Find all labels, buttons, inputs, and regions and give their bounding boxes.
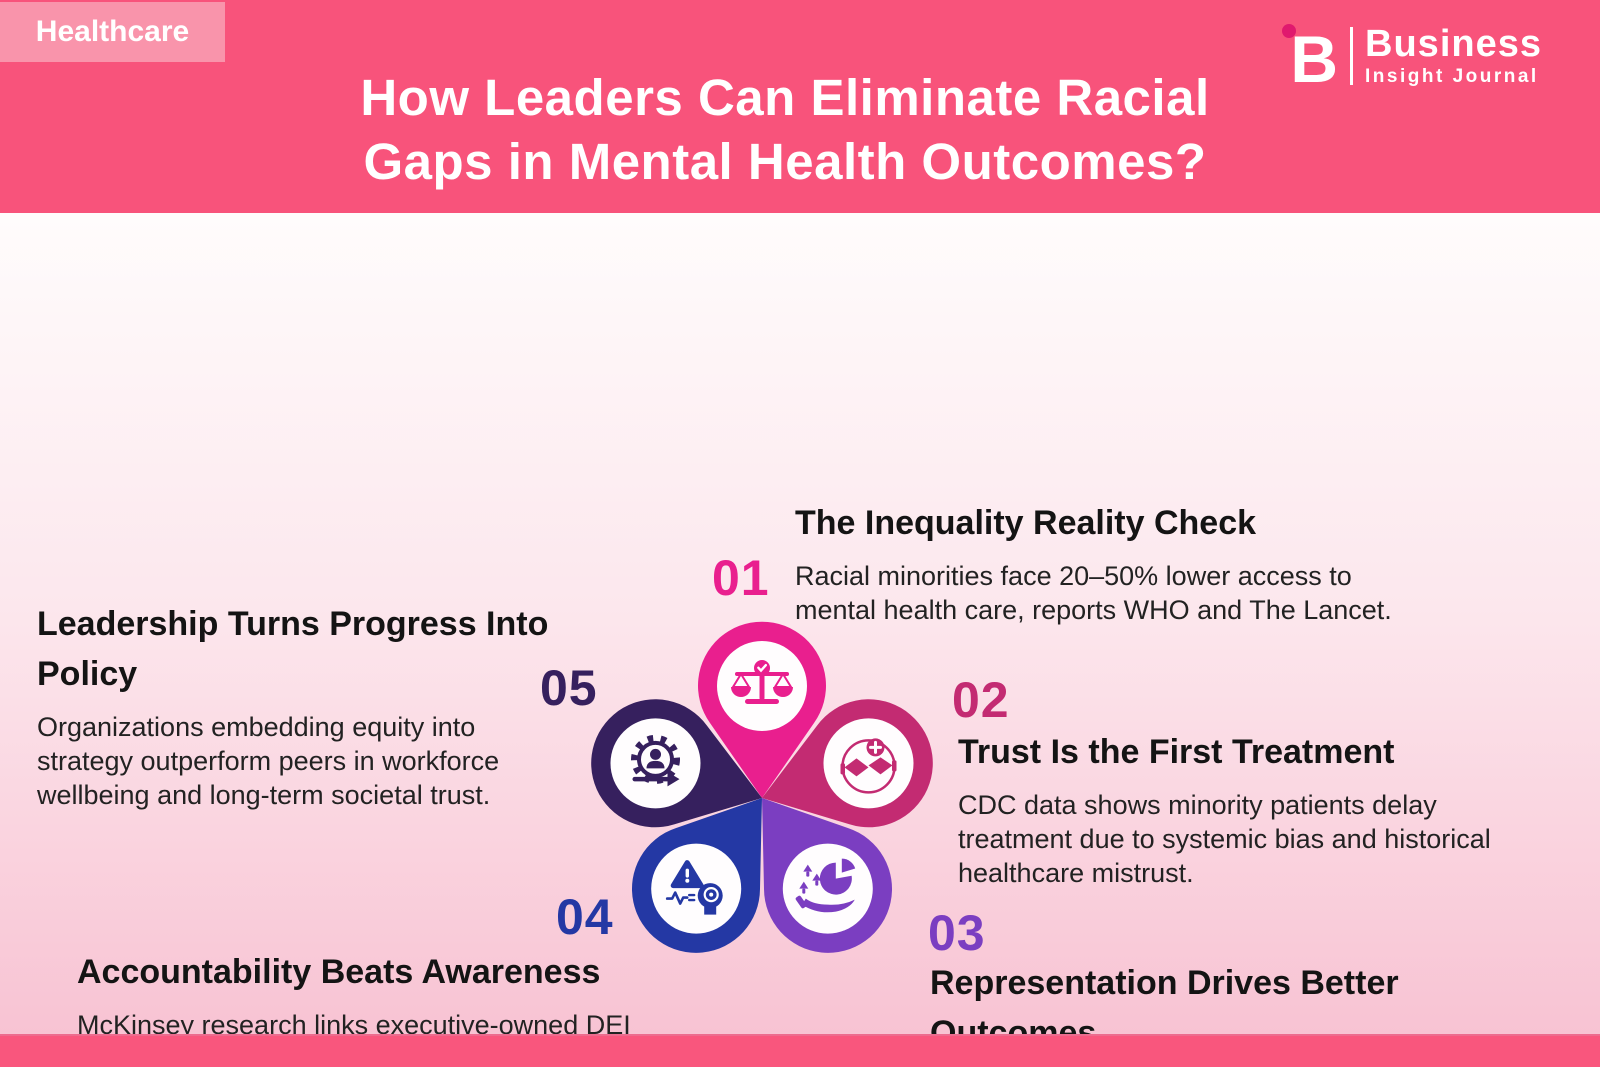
category-badge: Healthcare: [0, 2, 225, 62]
item-block-01: The Inequality Reality Check Racial mino…: [795, 498, 1435, 627]
step-number-04: 04: [556, 889, 614, 945]
step-number-05: 05: [540, 660, 598, 716]
page-title: How Leaders Can Eliminate Racial Gaps in…: [300, 66, 1270, 194]
item-body: Racial minorities face 20–50% lower acce…: [795, 561, 1392, 625]
item-body: CDC data shows minority patients delay t…: [958, 790, 1491, 888]
petal-02-disc: [823, 718, 914, 809]
item-title: Accountability Beats Awareness: [77, 953, 601, 991]
item-block-02: Trust Is the First Treatment CDC data sh…: [958, 727, 1558, 890]
item-body: Organizations embedding equity into stra…: [37, 712, 500, 810]
step-number-01: 01: [712, 550, 770, 606]
brand-logo: B Business Insight Journal: [1276, 14, 1542, 98]
pie-chart-hand-icon: [795, 858, 856, 913]
logo-divider: [1350, 27, 1354, 85]
footer-band: [0, 1034, 1600, 1067]
flower-diagram: [591, 621, 933, 953]
logo-letter: B: [1290, 22, 1339, 96]
main-area: 01 02 03 04 05 The Inequality Reality Ch…: [0, 213, 1600, 1067]
petal-04-disc: [651, 843, 742, 934]
page-title-line2: Gaps in Mental Health Outcomes?: [363, 133, 1207, 190]
item-title: Trust Is the First Treatment: [958, 733, 1395, 771]
item-block-05: Leadership Turns Progress Into Policy Or…: [37, 599, 577, 812]
logo-tagline: Insight Journal: [1365, 65, 1539, 87]
header-band: Healthcare How Leaders Can Eliminate Rac…: [0, 0, 1600, 213]
logo-text: Business Insight Journal: [1365, 25, 1542, 88]
balance-scale-icon: [731, 660, 793, 704]
logo-dot-icon: [1282, 24, 1297, 38]
person-gear-icon: [631, 734, 680, 787]
logo-name: Business: [1365, 22, 1542, 65]
handshake-medical-icon: [840, 738, 897, 794]
logo-b-icon: B: [1276, 20, 1348, 92]
step-number-03: 03: [928, 905, 986, 961]
step-number-02: 02: [952, 672, 1010, 728]
item-title: The Inequality Reality Check: [795, 504, 1257, 542]
mental-risk-warning-icon: [665, 860, 723, 915]
page-title-line1: How Leaders Can Eliminate Racial: [360, 69, 1210, 126]
item-title: Leadership Turns Progress Into Policy: [37, 605, 549, 693]
